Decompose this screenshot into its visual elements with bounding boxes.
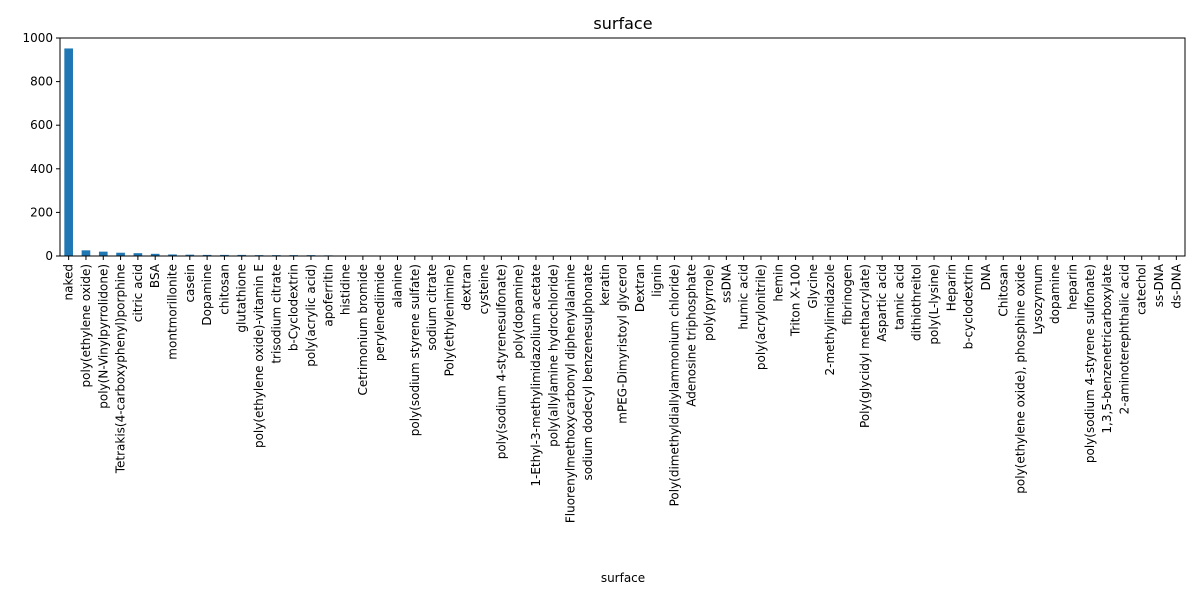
x-tick-label: Poly(dimethyldiallylammonium chloride) <box>667 264 681 506</box>
x-tick-label: DNA <box>979 263 993 290</box>
x-tick-label: cysteine <box>477 264 491 314</box>
x-tick-label: Dextran <box>633 264 647 312</box>
bar <box>185 254 195 256</box>
x-tick-label: Heparin <box>944 264 958 311</box>
x-axis-label: surface <box>601 571 645 585</box>
x-tick-label: sodium dodecyl benzenesulphonate <box>581 264 595 481</box>
bar <box>202 254 212 256</box>
x-tick-label: poly(sodium 4-styrenesulfonate) <box>494 264 508 459</box>
x-tick-label: casein <box>183 264 197 303</box>
x-tick-label: Poly(ethylenimine) <box>442 264 456 376</box>
x-tick-label: perylenediimide <box>373 264 387 361</box>
bars <box>64 48 1181 257</box>
x-tick-label: glutathione <box>235 264 249 333</box>
x-tick-label: 2-aminoterephthalic acid <box>1117 264 1131 414</box>
x-tick-label: naked <box>62 264 76 300</box>
x-tick-label: ss-DNA <box>1152 263 1166 307</box>
x-tick-label: humic acid <box>737 264 751 330</box>
x-tick-label: poly(allylamine hydrochloride) <box>546 264 560 447</box>
bar <box>150 253 160 256</box>
x-tick-label: apoferritin <box>321 264 335 327</box>
x-tick-label: Dopamine <box>200 264 214 326</box>
x-tick-label: histidine <box>339 264 353 315</box>
chart-title: surface <box>593 14 652 33</box>
y-axis: 0 200 400 600 800 1000 <box>22 31 60 263</box>
x-tick-label: tannic acid <box>892 264 906 330</box>
x-tick-label: Poly(glycidyl methacrylate) <box>858 264 872 428</box>
x-tick-label: poly(L-lysine) <box>927 264 941 345</box>
x-tick-label: poly(pyrrole) <box>702 264 716 341</box>
x-tick-label: dextran <box>460 264 474 311</box>
x-tick-label: dithiothreitol <box>910 264 924 341</box>
x-tick-label: Aspartic acid <box>875 264 889 342</box>
x-tick-label: lignin <box>650 264 664 297</box>
x-tick-label: poly(ethylene oxide), phosphine oxide <box>1014 264 1028 494</box>
x-tick-label: Adenosine triphosphate <box>685 264 699 407</box>
x-tick-label: catechol <box>1135 264 1149 315</box>
x-tick-label: Chitosan <box>996 264 1010 317</box>
bar <box>168 254 177 256</box>
x-tick-label: ds-DNA <box>1169 263 1183 308</box>
x-tick-label: mPEG-Dimyristoyl glycerol <box>616 264 630 424</box>
x-tick-label: hemin <box>771 264 785 302</box>
x-tick-label: poly(dopamine) <box>512 264 526 359</box>
x-tick-label: BSA <box>148 263 162 288</box>
x-tick-label: poly(acrylonitrile) <box>754 264 768 370</box>
y-tick-label: 600 <box>30 118 53 132</box>
x-tick-label: poly(acrylic acid) <box>304 264 318 367</box>
bar <box>116 252 125 256</box>
x-tick-label: b-cyclodextrin <box>962 264 976 349</box>
x-tick-label: Lysozymum <box>1031 264 1045 335</box>
x-tick-label: Cetrimonium bromide <box>356 264 370 395</box>
x-tick-label: trisodium citrate <box>269 264 283 364</box>
y-tick-label: 200 <box>30 205 53 219</box>
x-tick-label: 2-methylimidazole <box>823 264 837 375</box>
plot-frame <box>59 37 1186 257</box>
x-axis: naked poly(ethylene oxide) poly(N-Vinylpyr… <box>62 256 1183 523</box>
x-tick-label: poly(ethylene oxide)-vitamin E <box>252 264 266 448</box>
x-tick-label: poly(sodium styrene sulfate) <box>408 264 422 436</box>
x-tick-label: 1,3,5-benzenetricarboxylate <box>1100 264 1114 434</box>
x-tick-label: fibrinogen <box>841 264 855 325</box>
x-tick-label: poly(ethylene oxide) <box>79 264 93 387</box>
bar <box>220 254 229 256</box>
x-tick-label: Glycine <box>806 264 820 309</box>
x-tick-label: Triton X-100 <box>789 264 803 337</box>
x-tick-label: poly(sodium 4-styrene sulfonate) <box>1083 264 1097 463</box>
x-tick-label: Tetrakis(4-carboxyphenyl)porphine <box>114 264 128 474</box>
x-tick-label: citric acid <box>131 264 145 322</box>
x-tick-label: keratin <box>598 264 612 306</box>
x-tick-label: montmorillonite <box>166 264 180 360</box>
x-tick-label: poly(N-Vinylpyrrolidone) <box>96 264 110 409</box>
y-tick-label: 400 <box>30 162 53 176</box>
x-tick-label: 1-Ethyl-3-methylimidazolium acetate <box>529 264 543 487</box>
y-tick-label: 1000 <box>22 31 53 45</box>
x-tick-label: Fluorenylmethoxycarbonyl diphenylalanine <box>564 264 578 523</box>
x-tick-label: ssDNA <box>719 263 733 303</box>
x-tick-label: alanine <box>391 264 405 308</box>
bar <box>133 253 143 256</box>
y-tick-label: 0 <box>45 249 53 263</box>
bar <box>64 48 73 257</box>
y-tick-label: 800 <box>30 75 53 89</box>
x-tick-label: heparin <box>1066 264 1080 310</box>
bar <box>237 254 247 256</box>
bar <box>98 251 108 256</box>
x-tick-label: dopamine <box>1048 264 1062 324</box>
x-tick-label: sodium citrate <box>425 264 439 351</box>
x-tick-label: chitosan <box>217 264 231 315</box>
bar <box>81 250 91 256</box>
x-tick-label: b-Cyclodextrin <box>287 264 301 351</box>
